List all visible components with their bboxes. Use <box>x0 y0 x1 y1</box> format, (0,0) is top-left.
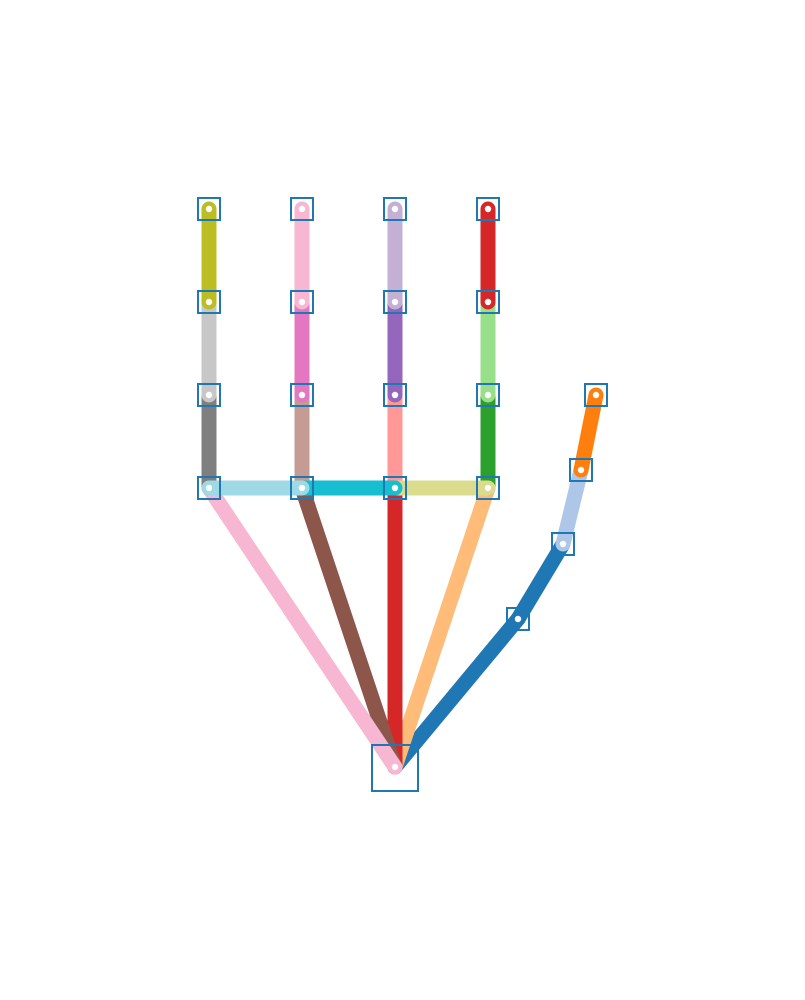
middle-tip-box <box>383 197 407 221</box>
bone-0-5 <box>387 480 496 775</box>
middle-mcp-box <box>383 476 407 500</box>
pinky-mcp-box <box>197 476 221 500</box>
bone-0-17 <box>201 480 403 775</box>
thumb-tip-keypoint <box>592 391 600 399</box>
bone-3-4 <box>573 387 604 478</box>
index-pip-box <box>476 383 500 407</box>
index-dip-box <box>476 290 500 314</box>
index-mcp-keypoint <box>484 484 492 492</box>
ring-pip-keypoint <box>298 391 306 399</box>
pinky-dip-box <box>197 290 221 314</box>
index-dip-keypoint <box>484 298 492 306</box>
bone-0-13 <box>294 480 403 775</box>
bone-0-1 <box>387 611 526 775</box>
pinky-dip-keypoint <box>205 298 213 306</box>
wrist-keypoint <box>391 763 399 771</box>
thumb-mcp-box <box>551 532 575 556</box>
ring-dip-box <box>290 290 314 314</box>
middle-tip-keypoint <box>391 205 399 213</box>
bones-layer <box>201 201 604 775</box>
thumb-mcp-keypoint <box>559 540 567 548</box>
pinky-pip-keypoint <box>205 391 213 399</box>
middle-dip-box <box>383 290 407 314</box>
pinky-tip-box <box>197 197 221 221</box>
bone-1-2 <box>510 536 571 627</box>
thumb-cmc-box <box>506 607 530 631</box>
middle-dip-keypoint <box>391 298 399 306</box>
bone-2-3 <box>555 462 589 552</box>
keypoints-layer <box>205 205 600 771</box>
ring-mcp-box <box>290 476 314 500</box>
ring-mcp-keypoint <box>298 484 306 492</box>
pinky-tip-keypoint <box>205 205 213 213</box>
index-mcp-box <box>476 476 500 500</box>
index-pip-keypoint <box>484 391 492 399</box>
thumb-ip-keypoint <box>577 466 585 474</box>
pinky-mcp-keypoint <box>205 484 213 492</box>
index-tip-keypoint <box>484 205 492 213</box>
ring-tip-box <box>290 197 314 221</box>
keypoint-boxes-layer <box>197 197 608 792</box>
middle-mcp-keypoint <box>391 484 399 492</box>
middle-pip-keypoint <box>391 391 399 399</box>
index-tip-box <box>476 197 500 221</box>
pinky-pip-box <box>197 383 221 407</box>
middle-pip-box <box>383 383 407 407</box>
wrist-box <box>371 744 419 792</box>
ring-dip-keypoint <box>298 298 306 306</box>
ring-tip-keypoint <box>298 205 306 213</box>
thumb-cmc-keypoint <box>514 615 522 623</box>
thumb-tip-box <box>584 383 608 407</box>
ring-pip-box <box>290 383 314 407</box>
thumb-ip-box <box>569 458 593 482</box>
